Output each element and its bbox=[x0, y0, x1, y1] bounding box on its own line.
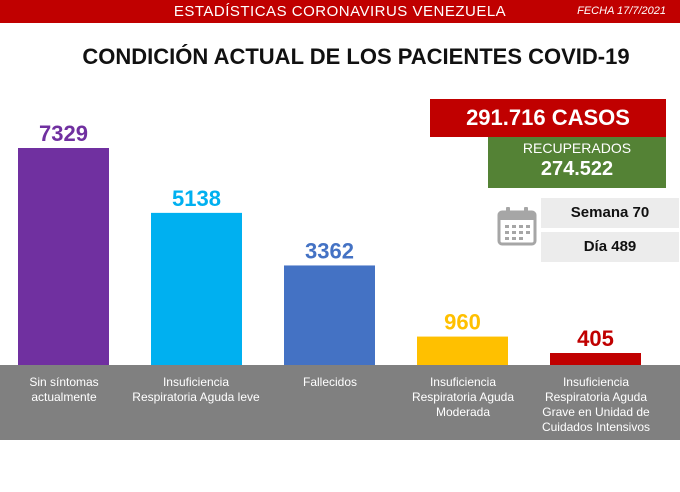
category-label-3: Fallecidos bbox=[302, 375, 358, 389]
day-counter: Día 489 bbox=[541, 232, 679, 262]
bar-2 bbox=[151, 212, 242, 365]
calendar-icon bbox=[497, 207, 537, 246]
category-label-5: Insuficiencia Respiratoria Aguda Grave e… bbox=[541, 375, 651, 434]
bar-value-label-1: 7329 bbox=[39, 121, 88, 146]
bar-value-label-5: 405 bbox=[577, 326, 614, 351]
bar-1 bbox=[18, 148, 109, 365]
banner-date: FECHA 17/7/2021 bbox=[577, 5, 666, 17]
banner-title: ESTADÍSTICAS CORONAVIRUS VENEZUELA bbox=[173, 3, 507, 20]
recovered-label: RECUPERADOS bbox=[522, 140, 632, 156]
top-banner: ESTADÍSTICAS CORONAVIRUS VENEZUELA FECHA… bbox=[0, 0, 680, 23]
bar-3 bbox=[284, 265, 375, 365]
bar-value-label-4: 960 bbox=[444, 310, 481, 335]
recovered-value: 274.522 bbox=[540, 158, 614, 180]
bar-5 bbox=[550, 353, 641, 365]
cases-badge: 291.716 CASOS bbox=[430, 99, 666, 137]
category-label-4: Insuficiencia Respiratoria Aguda Moderad… bbox=[411, 375, 515, 419]
category-label-2: Insuficiencia Respiratoria Aguda leve bbox=[132, 375, 260, 404]
category-strip: Sin síntomas actualmente Insuficiencia R… bbox=[0, 365, 680, 440]
recovered-badge: RECUPERADOS 274.522 bbox=[488, 137, 666, 188]
week-counter: Semana 70 bbox=[541, 198, 679, 228]
bar-4 bbox=[417, 336, 508, 365]
bar-value-label-3: 3362 bbox=[305, 238, 354, 263]
bar-value-label-2: 5138 bbox=[172, 186, 221, 211]
category-label-1: Sin síntomas actualmente bbox=[29, 375, 99, 404]
page-title: CONDICIÓN ACTUAL DE LOS PACIENTES COVID-… bbox=[82, 44, 630, 69]
